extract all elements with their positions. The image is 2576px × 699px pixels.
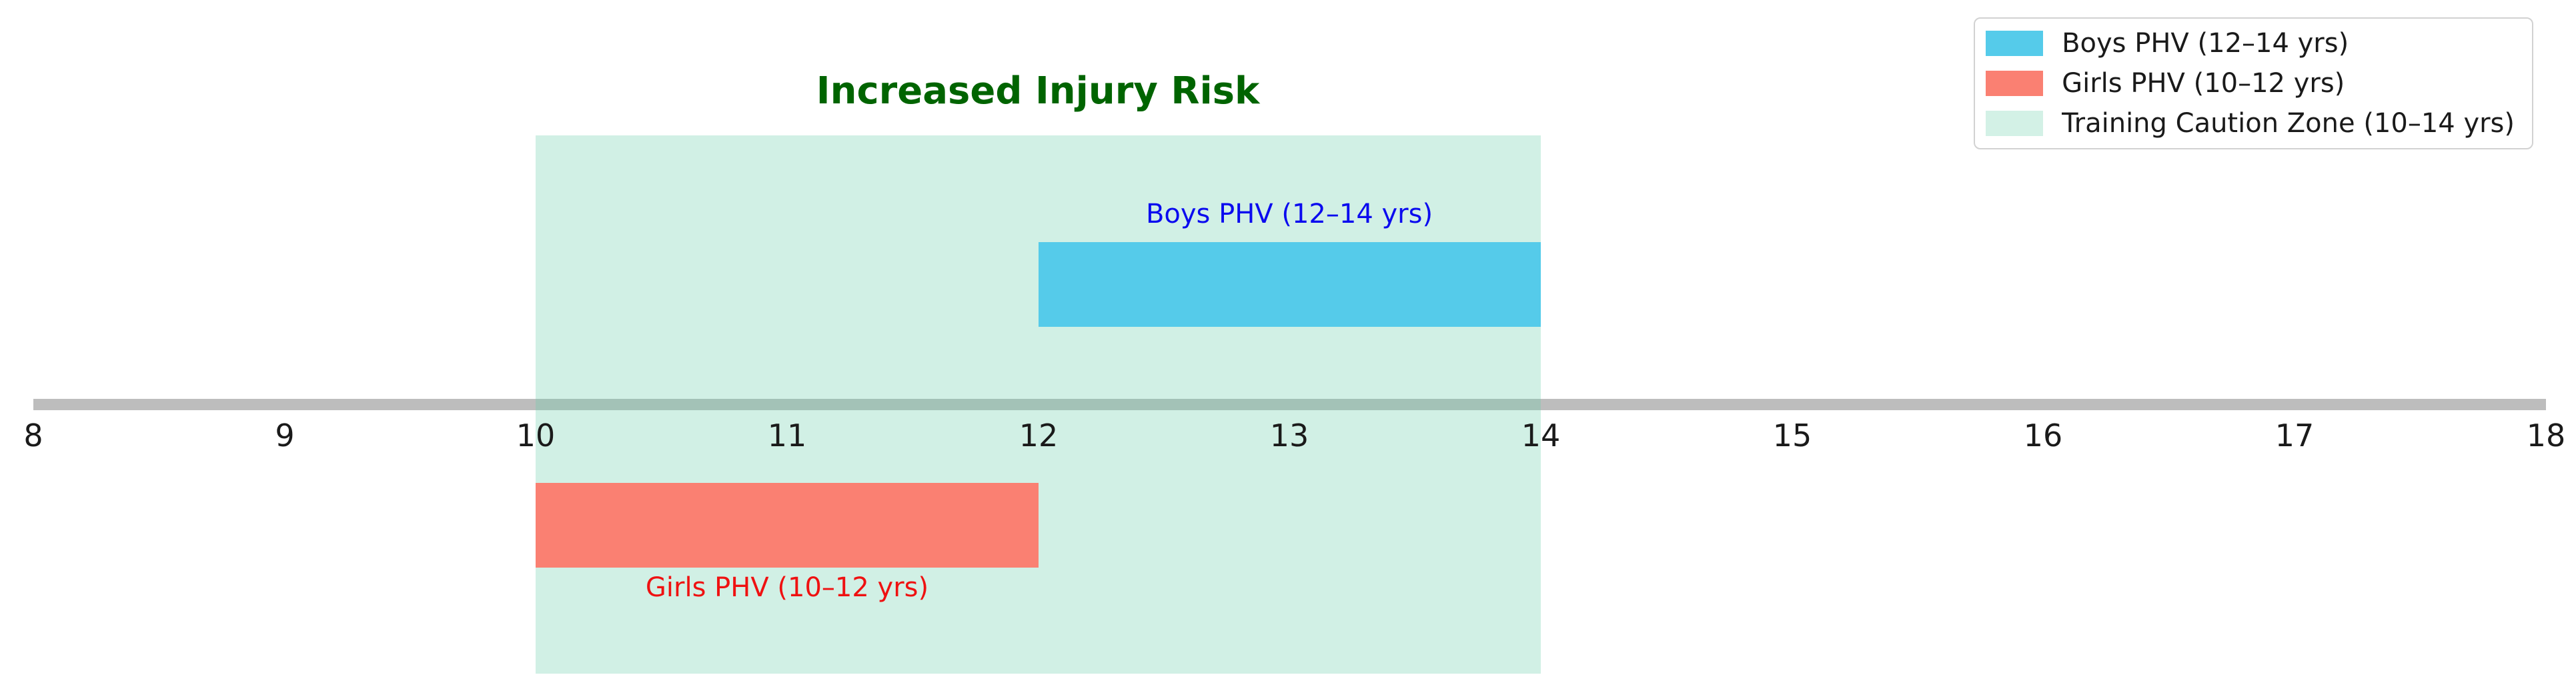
girls-phv-bar: [536, 483, 1039, 568]
legend-item-girls-phv: Girls PHV (10–12 yrs): [1986, 68, 2515, 99]
x-tick-label-9: 9: [275, 418, 295, 454]
x-tick-label-17: 17: [2275, 418, 2315, 454]
age-axis-line: [33, 399, 2546, 410]
chart-title: Increased Injury Risk: [816, 69, 1260, 113]
legend-item-boys-phv: Boys PHV (12–14 yrs): [1986, 28, 2515, 59]
legend-box: Boys PHV (12–14 yrs) Girls PHV (10–12 yr…: [1974, 17, 2533, 149]
boys-phv-swatch-icon: [1986, 31, 2044, 56]
x-tick-label-16: 16: [2023, 418, 2063, 454]
x-tick-label-12: 12: [1019, 418, 1059, 454]
legend-label: Girls PHV (10–12 yrs): [2062, 68, 2345, 99]
x-tick-label-8: 8: [23, 418, 43, 454]
x-tick-label-11: 11: [767, 418, 807, 454]
x-tick-label-14: 14: [1521, 418, 1561, 454]
x-tick-label-18: 18: [2526, 418, 2566, 454]
boys-phv-bar-label: Boys PHV (12–14 yrs): [1145, 199, 1433, 229]
caution-zone-swatch-icon: [1986, 111, 2044, 136]
x-tick-label-10: 10: [516, 418, 556, 454]
girls-phv-swatch-icon: [1986, 71, 2044, 96]
training-caution-zone-area: [536, 135, 1541, 674]
boys-phv-bar: [1039, 242, 1541, 327]
legend-label: Boys PHV (12–14 yrs): [2062, 28, 2349, 59]
girls-phv-bar-label: Girls PHV (10–12 yrs): [645, 572, 929, 603]
legend-label: Training Caution Zone (10–14 yrs): [2062, 108, 2515, 139]
x-tick-label-15: 15: [1772, 418, 1812, 454]
legend-item-caution-zone: Training Caution Zone (10–14 yrs): [1986, 108, 2515, 139]
x-tick-label-13: 13: [1269, 418, 1309, 454]
